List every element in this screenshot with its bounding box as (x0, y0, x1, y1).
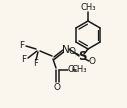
Text: F: F (19, 40, 25, 49)
Text: F: F (21, 56, 27, 64)
Text: N: N (62, 45, 70, 55)
Text: O: O (54, 83, 61, 91)
Text: F: F (34, 60, 38, 68)
Text: O: O (67, 65, 75, 75)
Text: CH₃: CH₃ (80, 3, 96, 12)
Text: O: O (68, 48, 75, 56)
Text: O: O (89, 57, 96, 67)
Text: S: S (78, 51, 86, 64)
Text: CH₃: CH₃ (71, 65, 87, 75)
